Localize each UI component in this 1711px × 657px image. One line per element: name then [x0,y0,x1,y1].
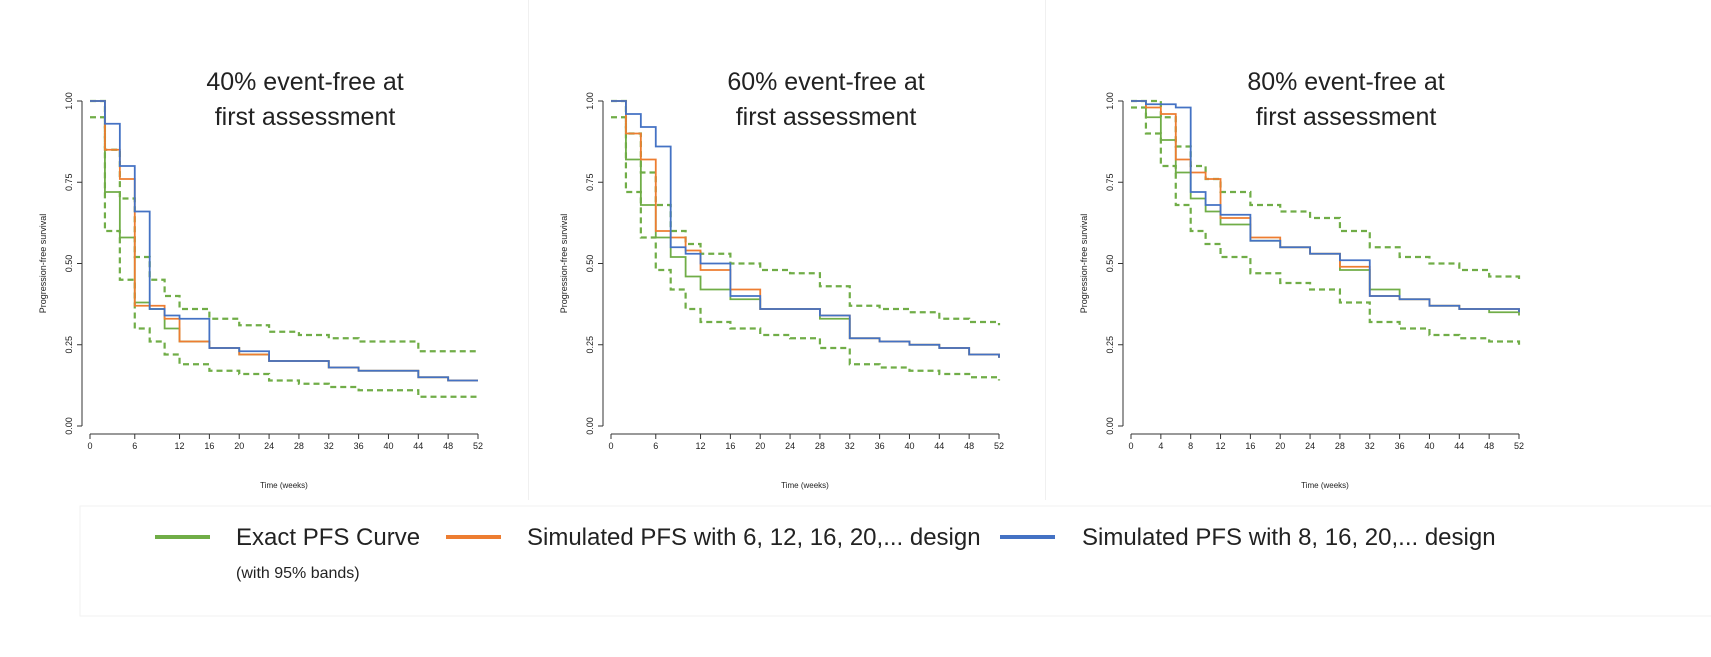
x-axis-label: Time (weeks) [260,481,308,490]
x-tick-label: 20 [1275,441,1285,451]
x-tick-label: 48 [1484,441,1494,451]
chart-title: first assessment [1256,103,1437,131]
band-line [90,116,478,398]
y-tick-label: 0.75 [64,173,74,191]
y-tick-label: 0.25 [1105,336,1115,354]
x-tick-label: 20 [755,441,765,451]
x-tick-label: 16 [204,441,214,451]
chart-title: first assessment [215,103,396,131]
x-tick-label: 24 [264,441,274,451]
x-tick-label: 12 [696,441,706,451]
y-axis-label: Progression-free survival [1079,214,1089,314]
x-tick-label: 52 [473,441,483,451]
legend-box [79,505,1711,617]
y-axis-label: Progression-free survival [38,214,48,314]
x-tick-label: 36 [875,441,885,451]
y-tick-label: 0.25 [64,336,74,354]
band-line [611,116,1001,381]
x-tick-label: 44 [1454,441,1464,451]
y-tick-label: 0.50 [64,255,74,273]
survival-line [90,100,478,382]
x-tick-label: 32 [845,441,855,451]
x-axis-label: Time (weeks) [1301,481,1349,490]
legend-label: Simulated PFS with 8, 16, 20,... design [1082,524,1496,551]
x-tick-label: 52 [994,441,1004,451]
panel-separator [528,0,529,500]
x-tick-label: 6 [653,441,658,451]
band-line [90,99,478,353]
chart-title: 40% event-free at [206,68,403,96]
panel-separator [1045,0,1046,500]
survival-line [611,100,1000,358]
x-tick-label: 40 [383,441,393,451]
x-tick-label: 40 [904,441,914,451]
band-line [1131,106,1521,345]
x-tick-label: 8 [1188,441,1193,451]
x-tick-label: 32 [324,441,334,451]
x-tick-label: 24 [1305,441,1315,451]
survival-line [1131,100,1520,313]
x-tick-label: 44 [934,441,944,451]
x-tick-label: 36 [1395,441,1405,451]
x-tick-label: 12 [175,441,185,451]
y-tick-label: 0.50 [585,255,595,273]
chart-title: 60% event-free at [727,68,924,96]
x-tick-label: 48 [443,441,453,451]
x-tick-label: 52 [1514,441,1524,451]
legend-note: (with 95% bands) [236,565,360,582]
chart-title: first assessment [736,103,917,131]
x-tick-label: 0 [87,441,92,451]
x-tick-label: 16 [1245,441,1255,451]
legend-label: Exact PFS Curve [236,524,420,551]
y-tick-label: 0.50 [1105,255,1115,273]
x-tick-label: 16 [725,441,735,451]
band-line [1131,99,1521,280]
y-tick-label: 0.00 [64,417,74,435]
y-tick-label: 0.00 [585,417,595,435]
legend-label: Simulated PFS with 6, 12, 16, 20,... des… [527,524,981,551]
y-tick-label: 0.25 [585,336,595,354]
x-tick-label: 44 [413,441,423,451]
y-tick-label: 1.00 [1105,92,1115,110]
x-tick-label: 28 [294,441,304,451]
y-tick-label: 0.00 [1105,417,1115,435]
y-tick-label: 1.00 [585,92,595,110]
y-axis-label: Progression-free survival [559,214,569,314]
x-tick-label: 0 [1128,441,1133,451]
x-tick-label: 28 [1335,441,1345,451]
y-tick-label: 1.00 [64,92,74,110]
x-tick-label: 4 [1158,441,1163,451]
x-tick-label: 48 [964,441,974,451]
x-tick-label: 36 [354,441,364,451]
x-tick-label: 24 [785,441,795,451]
x-axis-label: Time (weeks) [781,481,829,490]
x-tick-label: 6 [132,441,137,451]
y-tick-label: 0.75 [585,173,595,191]
x-tick-label: 32 [1365,441,1375,451]
x-tick-label: 20 [234,441,244,451]
x-tick-label: 40 [1424,441,1434,451]
y-tick-label: 0.75 [1105,173,1115,191]
x-tick-label: 12 [1216,441,1226,451]
x-tick-label: 0 [608,441,613,451]
chart-title: 80% event-free at [1247,68,1444,96]
x-tick-label: 28 [815,441,825,451]
